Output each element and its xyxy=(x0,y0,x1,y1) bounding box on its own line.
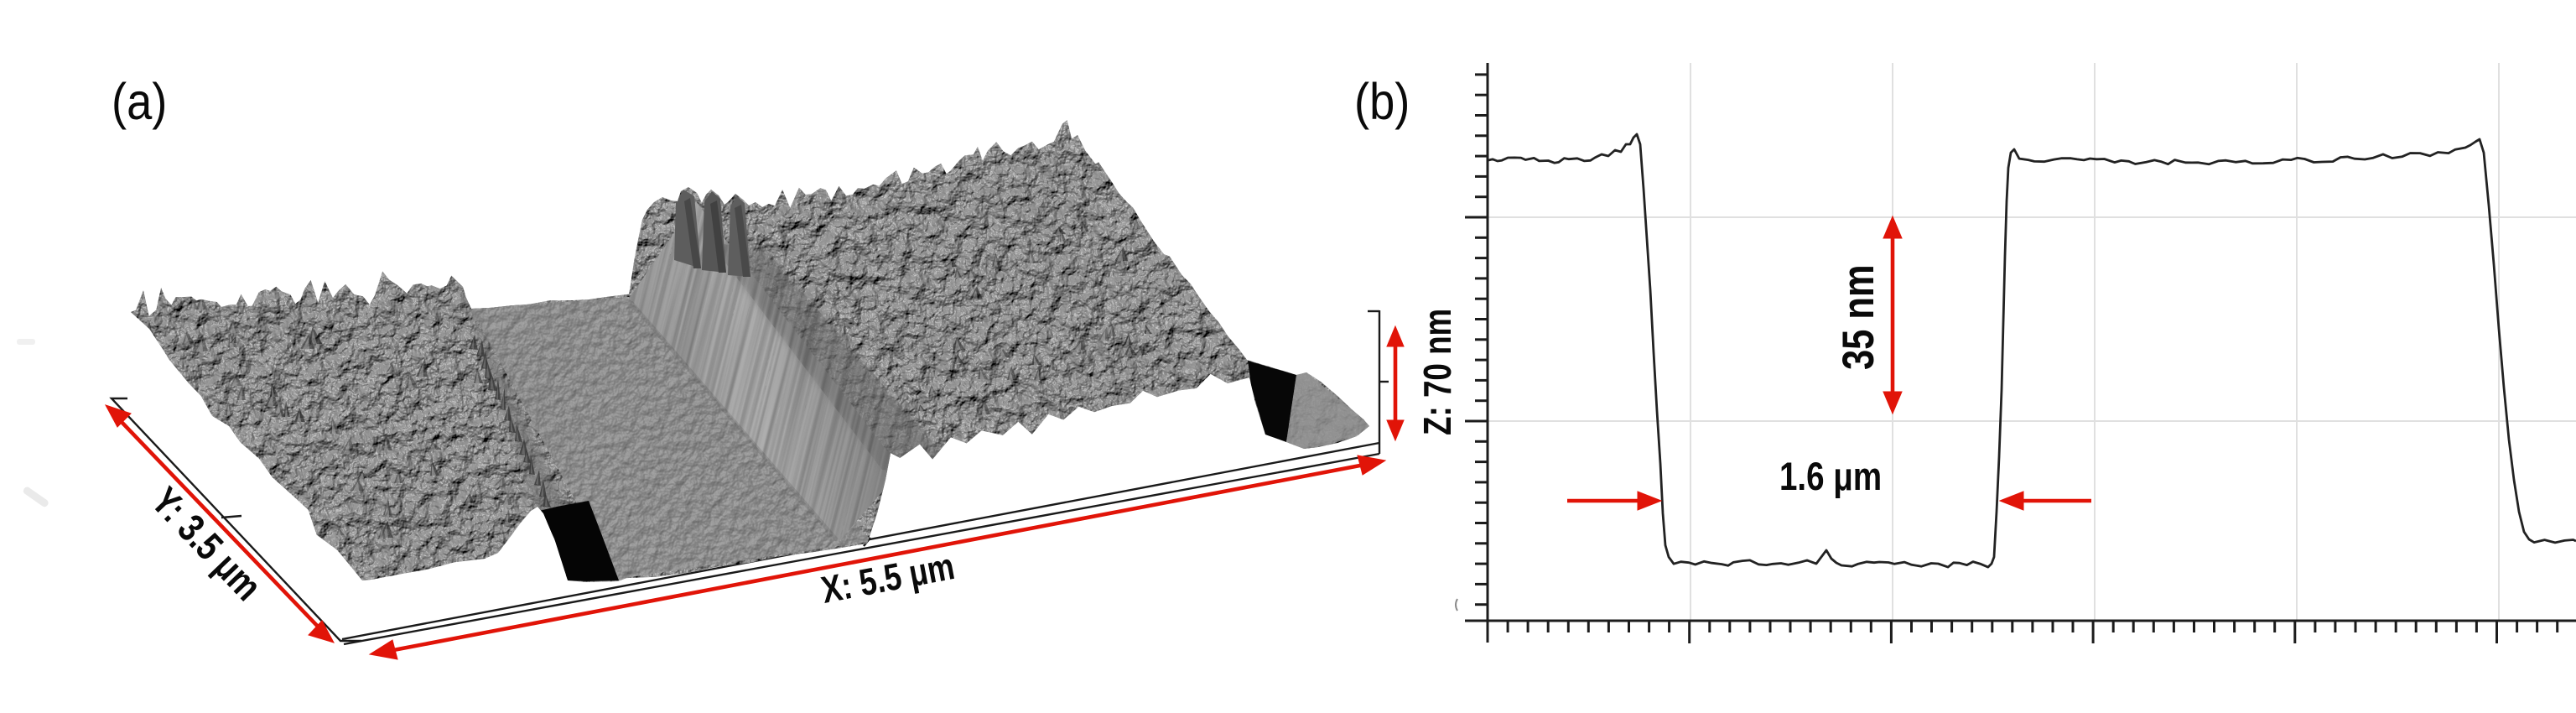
svg-text:(a): (a) xyxy=(112,74,167,131)
svg-text:Z: 70 nm: Z: 70 nm xyxy=(1415,309,1459,435)
svg-text:1.6 μm: 1.6 μm xyxy=(1779,455,1882,498)
svg-text:(b): (b) xyxy=(1354,74,1410,131)
svg-text:35 nm: 35 nm xyxy=(1834,264,1883,370)
